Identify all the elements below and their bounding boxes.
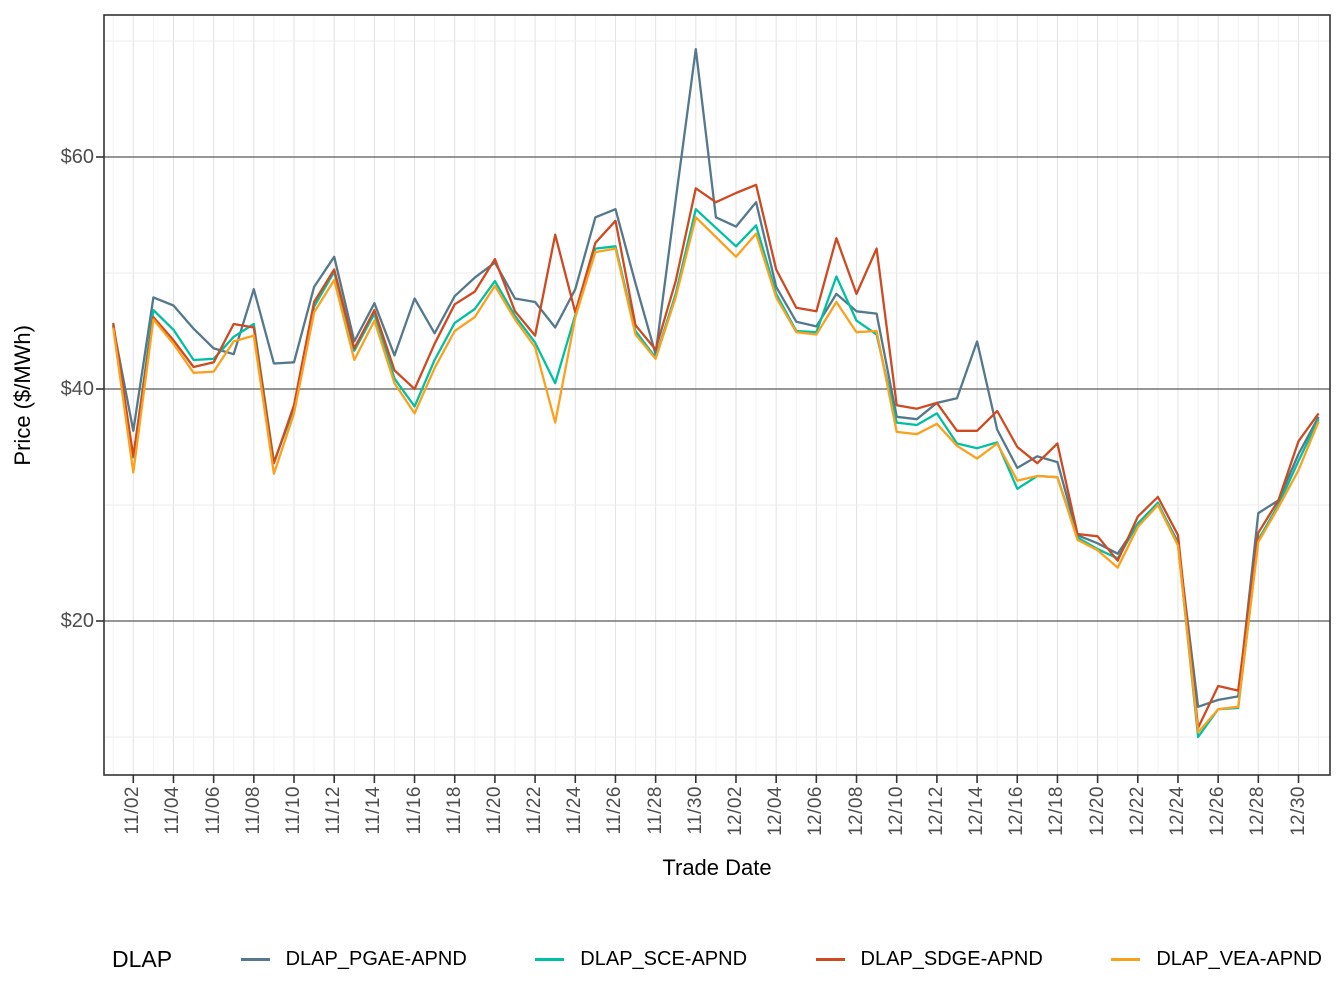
- legend-item-label: DLAP_SDGE-APND: [860, 947, 1043, 970]
- x-tick-label: 11/14: [363, 786, 385, 864]
- x-tick-label: 11/08: [243, 786, 265, 864]
- y-tick-label: $40: [60, 378, 94, 400]
- x-tick-label-text: 11/18: [443, 786, 465, 835]
- legend-title: DLAP: [112, 945, 173, 972]
- x-tick-label: 11/18: [444, 786, 466, 864]
- legend-item-DLAP_PGAE-APND: DLAP_PGAE-APND: [240, 947, 467, 971]
- x-tick-label: 12/30: [1288, 786, 1310, 864]
- series-line-DLAP_PGAE-APND: [112, 47, 1320, 708]
- x-tick-label-text: 11/24: [564, 786, 586, 835]
- x-tick-label-text: 11/28: [644, 786, 666, 835]
- legend-item-DLAP_SDGE-APND: DLAP_SDGE-APND: [815, 947, 1043, 971]
- x-tick-label-text: 12/22: [1126, 786, 1148, 837]
- x-tick-label-text: 12/04: [765, 786, 787, 837]
- x-tick-label: 12/26: [1207, 786, 1229, 864]
- x-tick-label: 11/24: [564, 786, 586, 864]
- x-tick-label: 11/12: [323, 786, 345, 864]
- x-tick-label: 12/24: [1167, 786, 1189, 864]
- x-tick-label-text: 11/30: [684, 786, 706, 835]
- x-tick-label: 12/22: [1127, 786, 1149, 864]
- x-tick-label-text: 11/06: [202, 786, 224, 835]
- x-tick-label: 12/04: [765, 786, 787, 864]
- x-tick-label-text: 11/08: [242, 786, 264, 835]
- x-tick-label: 12/18: [1046, 786, 1068, 864]
- x-tick-label: 12/16: [1006, 786, 1028, 864]
- legend-item-label: DLAP_VEA-APND: [1156, 947, 1322, 970]
- x-tick-label: 12/14: [966, 786, 988, 864]
- legend-item-label: DLAP_PGAE-APND: [285, 947, 467, 970]
- x-tick-label-text: 12/28: [1247, 786, 1269, 837]
- x-tick-label-text: 11/20: [483, 786, 505, 835]
- y-tick-label: $20: [60, 610, 94, 632]
- x-tick-label: 11/28: [645, 786, 667, 864]
- x-tick-label-text: 11/16: [403, 786, 425, 835]
- x-tick-label-text: 12/18: [1046, 786, 1068, 837]
- legend-key-line-icon: [535, 957, 565, 961]
- legend-item-DLAP_SCE-APND: DLAP_SCE-APND: [535, 948, 747, 971]
- x-tick-label-text: 11/02: [122, 786, 144, 835]
- x-tick-label-text: 12/10: [885, 786, 907, 837]
- x-tick-label-text: 12/14: [966, 786, 988, 837]
- x-tick-label: 11/10: [283, 786, 305, 864]
- x-tick-label: 12/10: [886, 786, 908, 864]
- x-tick-label: 12/08: [846, 786, 868, 864]
- x-tick-label: 12/12: [926, 786, 948, 864]
- x-tick-label-text: 11/10: [283, 786, 304, 835]
- x-tick-label-text: 12/20: [1086, 786, 1108, 837]
- x-axis-title: Trade Date: [662, 855, 772, 880]
- x-tick-label-text: 12/24: [1166, 786, 1188, 837]
- x-tick-label: 12/02: [725, 786, 747, 864]
- x-tick-label: 11/22: [524, 786, 546, 864]
- legend-key-line-icon: [1111, 957, 1141, 961]
- series-line-DLAP_SDGE-APND: [112, 183, 1320, 729]
- y-tick-label: $60: [60, 146, 94, 168]
- x-tick-label: 11/30: [685, 786, 707, 864]
- x-tick-label-text: 12/16: [1006, 786, 1028, 837]
- x-tick-label-text: 12/12: [925, 786, 947, 837]
- x-tick-label-text: 12/26: [1207, 786, 1229, 837]
- x-tick-label: 11/16: [404, 786, 426, 864]
- x-tick-label: 12/06: [805, 786, 827, 864]
- x-tick-label: 11/06: [203, 786, 225, 864]
- series-line-DLAP_VEA-APND: [112, 216, 1320, 734]
- panel-border: [103, 14, 1331, 776]
- x-tick-label-text: 11/22: [524, 786, 546, 835]
- x-tick-label: 11/02: [122, 786, 144, 864]
- x-tick-label-text: 11/26: [604, 786, 626, 835]
- x-tick-label: 12/20: [1087, 786, 1109, 864]
- x-tick-label-text: 11/04: [162, 786, 184, 835]
- x-tick-label-text: 12/02: [724, 786, 746, 837]
- x-tick-label-text: 12/06: [805, 786, 827, 837]
- x-tick-label-text: 11/12: [323, 786, 345, 835]
- x-tick-label: 12/28: [1247, 786, 1269, 864]
- x-tick-label-text: 12/30: [1287, 786, 1309, 837]
- legend-key-line-icon: [815, 957, 845, 961]
- chart-legend: DLAP DLAP_PGAE-APND DLAP_SCE-APND DLAP_SDG…: [112, 933, 1322, 985]
- legend-key-line-icon: [240, 957, 270, 961]
- x-tick-label: 11/20: [484, 786, 506, 864]
- x-tick-label: 11/26: [604, 786, 626, 864]
- legend-item-DLAP_VEA-APND: DLAP_VEA-APND: [1111, 948, 1322, 971]
- legend-item-label: DLAP_SCE-APND: [580, 947, 748, 970]
- x-tick-label: 11/04: [162, 786, 184, 864]
- x-tick-label-text: 11/14: [363, 786, 385, 835]
- x-tick-label-text: 12/08: [845, 786, 867, 837]
